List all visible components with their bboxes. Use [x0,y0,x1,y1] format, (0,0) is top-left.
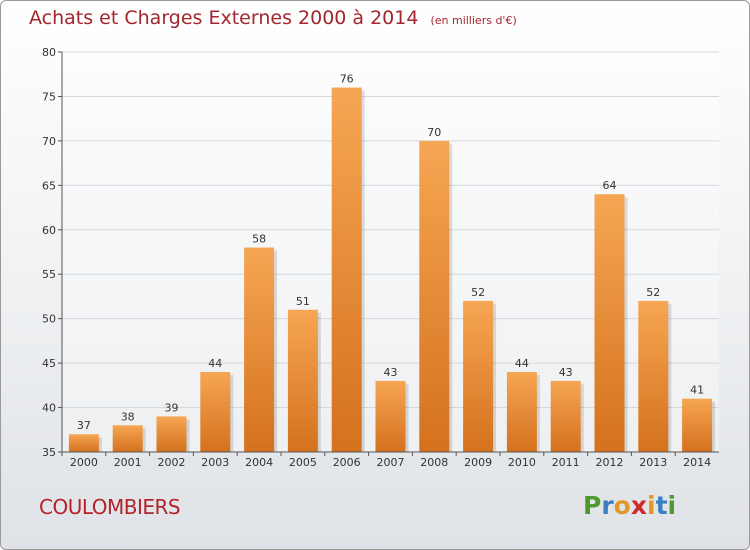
bar-2005[interactable] [287,309,318,452]
x-tick-label: 2008 [420,456,448,469]
x-tick-label: 2005 [289,456,317,469]
bar-2002[interactable] [156,416,187,452]
bar-2004[interactable] [244,247,275,452]
bar-2008[interactable] [419,140,450,452]
data-label: 39 [165,401,179,414]
data-label: 64 [603,179,617,192]
data-label: 70 [427,126,441,139]
x-tick-label: 2002 [158,456,186,469]
data-label: 44 [515,357,529,370]
bar-2010[interactable] [506,372,537,452]
logo-letter: t [655,491,668,520]
y-tick-label: 40 [42,402,56,415]
chart-subtitle: (en milliers d'€) [430,14,517,27]
x-tick-label: 2001 [114,456,142,469]
bar-2014[interactable] [682,398,713,452]
chart-title: Achats et Charges Externes 2000 à 2014 [29,7,419,29]
bar-2011[interactable] [550,380,581,452]
data-label: 43 [559,366,573,379]
y-tick-label: 75 [42,90,56,103]
data-label: 37 [77,419,91,432]
logo-letter: x [630,491,647,520]
data-label: 76 [340,73,354,86]
x-tick-label: 2011 [552,456,580,469]
y-tick-label: 50 [42,313,56,326]
bar-2009[interactable] [463,300,494,452]
y-tick-label: 60 [42,224,56,237]
data-label: 44 [208,357,222,370]
x-tick-label: 2004 [245,456,273,469]
axes [58,51,719,456]
x-tick-label: 2003 [201,456,229,469]
bar-2006[interactable] [331,87,362,453]
x-tick-label: 2006 [333,456,361,469]
bars [68,87,716,453]
logo-letter: i [647,491,656,520]
labels: 35 40 45 50 55 60 65 70 75 80 37 2000 38 2001 39 2002 44… [42,46,711,469]
title-row: Achats et Charges Externes 2000 à 2014 (… [29,7,517,29]
y-tick-label: 70 [42,135,56,148]
x-tick-label: 2012 [596,456,624,469]
bar-2001[interactable] [112,425,143,452]
bar-2007[interactable] [375,380,406,452]
proxiti-logo[interactable]: Proxiti [583,491,676,520]
y-tick-label: 80 [42,46,56,59]
commune-name: COULOMBIERS [39,495,181,519]
x-tick-label: 2014 [683,456,711,469]
logo-letter: o [613,491,631,520]
x-tick-label: 2010 [508,456,536,469]
x-tick-label: 2009 [464,456,492,469]
bar-2000[interactable] [68,434,99,452]
bar-2012[interactable] [594,194,625,452]
logo-letter: P [583,491,602,520]
data-label: 51 [296,295,310,308]
data-label: 43 [384,366,398,379]
data-label: 41 [690,384,704,397]
x-tick-label: 2000 [70,456,98,469]
y-tick-label: 45 [42,357,56,370]
data-label: 52 [471,286,485,299]
x-tick-label: 2007 [377,456,405,469]
data-label: 52 [646,286,660,299]
logo-letter: i [667,491,677,520]
x-tick-label: 2013 [639,456,667,469]
logo-letter: r [601,491,614,520]
data-label: 58 [252,233,266,246]
y-tick-label: 35 [42,446,56,459]
y-tick-label: 55 [42,268,56,281]
y-tick-label: 65 [42,179,56,192]
bar-2013[interactable] [638,300,669,452]
bar-2003[interactable] [200,372,231,452]
data-label: 38 [121,410,135,423]
